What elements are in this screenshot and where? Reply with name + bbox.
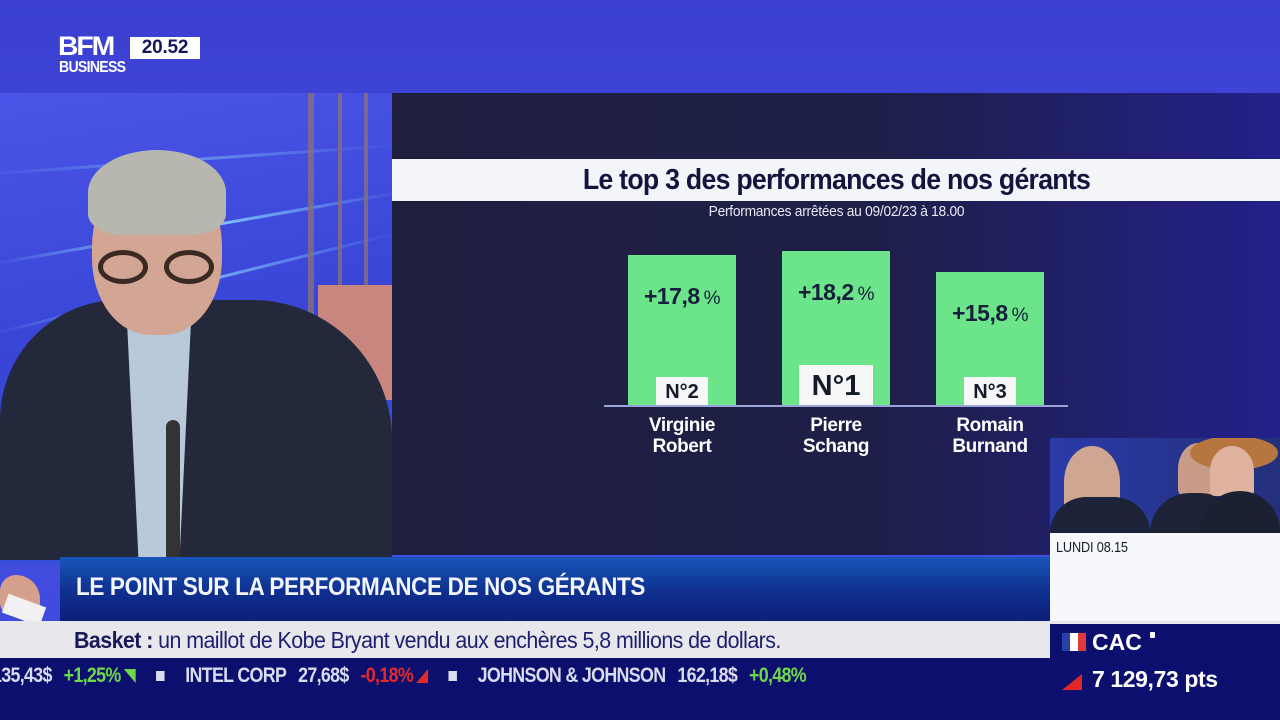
arrow-down-icon <box>416 669 429 683</box>
news-topic: Basket : <box>74 627 153 653</box>
ticker-name: JOHNSON & JOHNSON <box>477 664 666 687</box>
presenter-shirt <box>126 305 192 560</box>
presenter-suit <box>0 300 392 560</box>
news-body: un maillot de Kobe Bryant vendu aux ench… <box>152 627 781 653</box>
promo-card: LUNDI 08.15 <box>1050 533 1280 623</box>
promo-photo <box>1050 438 1280 533</box>
news-headline: Basket : un maillot de Kobe Bryant vendu… <box>74 627 781 654</box>
bar-chart: +17,8% N°2 +18,2% N°1 +15,8% N°3 Virgini… <box>604 243 1068 463</box>
ticker-name: INTEL CORP <box>185 664 287 687</box>
presenter-video <box>0 150 392 560</box>
ticker-change: -0,18% <box>360 664 414 687</box>
separator-icon <box>448 671 458 681</box>
rank-badge: N°1 <box>799 365 873 405</box>
bar-romain-burnand: +15,8% N°3 <box>936 272 1044 405</box>
logo-bfm: BFM <box>58 31 115 61</box>
bar-virginie-robert: +17,8% N°2 <box>628 255 736 405</box>
stock-ticker: 135,43$ +1,25% INTEL CORP 27,68$ -0,18% … <box>0 658 1050 720</box>
france-flag-icon <box>1062 633 1086 651</box>
news-crawl: Basket : un maillot de Kobe Bryant vendu… <box>0 621 1050 658</box>
bar-label: Pierre Schang <box>802 415 870 457</box>
microphone-icon <box>166 420 180 560</box>
set-pillar <box>338 93 342 423</box>
lock-icon <box>1150 632 1155 638</box>
presenter-hair <box>88 150 226 235</box>
bar-value: +17,8% <box>643 283 721 309</box>
chart-baseline <box>604 405 1068 407</box>
ticker-price: 135,43$ <box>0 664 52 687</box>
ticker-price: 27,68$ <box>298 664 349 687</box>
lower-third-title: LE POINT SUR LA PERFORMANCE DE NOS GÉRAN… <box>76 573 646 601</box>
index-box: CAC 7 129,73 pts <box>1050 621 1280 720</box>
bar-label: Virginie Robert <box>648 415 716 457</box>
bar-value: +18,2% <box>797 279 875 305</box>
set-pillar <box>364 93 368 423</box>
logo-business: BUSINESS <box>59 59 126 76</box>
set-pillar <box>308 93 314 423</box>
index-name: CAC <box>1092 629 1142 655</box>
ticker-change: +1,25% <box>63 664 122 687</box>
bar-pierre-schang: +18,2% N°1 <box>782 251 890 405</box>
chart-title: Le top 3 des performances de nos gérants <box>582 164 1091 196</box>
rank-badge: N°3 <box>964 377 1016 405</box>
ticker-row: 135,43$ +1,25% INTEL CORP 27,68$ -0,18% … <box>0 664 807 688</box>
ticker-change: +0,48% <box>748 664 807 687</box>
chart-subtitle: Performances arrêtées au 09/02/23 à 18.0… <box>708 203 965 220</box>
promo-time: LUNDI 08.15 <box>1056 539 1128 556</box>
title-band: Le top 3 des performances de nos gérants <box>392 159 1280 201</box>
arrow-up-icon <box>124 669 136 683</box>
index-value: 7 129,73 pts <box>1092 666 1218 692</box>
arrow-down-icon <box>1062 674 1082 690</box>
program-promo: LUNDI 08.15 <box>1050 438 1280 623</box>
rank-badge: N°2 <box>656 377 708 405</box>
glasses-icon <box>98 250 216 286</box>
ticker-price: 162,18$ <box>677 664 738 687</box>
bar-label: Romain Burnand <box>952 415 1028 457</box>
lower-third: LE POINT SUR LA PERFORMANCE DE NOS GÉRAN… <box>60 557 1050 621</box>
separator-icon <box>156 671 165 681</box>
bar-value: +15,8% <box>951 300 1029 326</box>
on-air-clock: 20.52 <box>130 37 200 59</box>
